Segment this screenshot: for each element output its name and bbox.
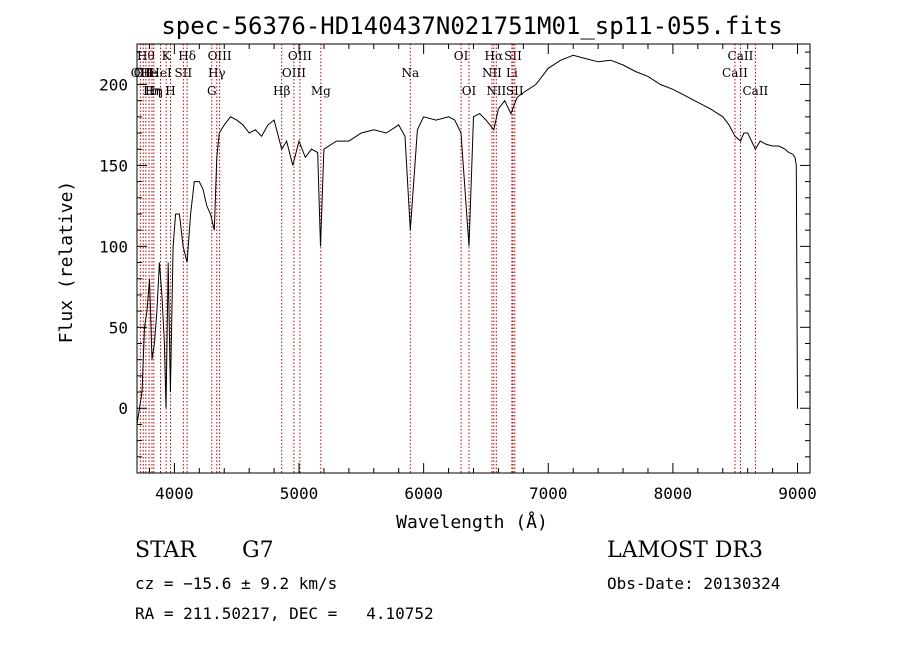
obs-date: Obs-Date: 20130324: [607, 574, 781, 593]
x-tick-label: 4000: [155, 484, 194, 503]
y-tick-label: 0: [118, 399, 128, 418]
object-class: STAR: [135, 538, 196, 563]
line-marker-label: Li: [506, 66, 518, 80]
line-marker-label: Na: [401, 66, 419, 80]
line-marker-label: Hγ: [208, 66, 226, 80]
line-marker-label: CaII: [728, 49, 754, 63]
line-marker-label: Hα: [485, 49, 504, 63]
y-tick-label: 50: [109, 318, 128, 337]
line-marker-label: Hη: [143, 84, 161, 98]
y-tick-label: 150: [99, 156, 128, 175]
line-marker-label: SII: [506, 84, 524, 98]
survey-label: LAMOST DR3: [607, 538, 763, 563]
x-tick-label: 8000: [654, 484, 693, 503]
line-marker-label: OIII: [208, 49, 232, 63]
line-marker-label: OIII: [282, 66, 306, 80]
line-marker-label: CaII: [722, 66, 748, 80]
line-marker-label: OIII: [288, 49, 312, 63]
chart-title: spec-56376-HD140437N021751M01_sp11-055.f…: [161, 12, 782, 40]
y-tick-label: 100: [99, 237, 128, 256]
spectral-subclass: G7: [242, 538, 274, 563]
x-tick-label: 9000: [778, 484, 817, 503]
x-tick-label: 6000: [404, 484, 443, 503]
coordinates-info: RA = 211.50217, DEC = 4.10752: [135, 604, 434, 623]
redshift-info: cz = −15.6 ± 9.2 km/s: [135, 574, 338, 593]
line-marker-label: K: [162, 49, 172, 63]
y-axis-label: Flux (relative): [56, 181, 77, 344]
line-marker-label: Hη: [145, 84, 163, 98]
line-marker-label: NII: [482, 66, 502, 80]
line-marker-label: NII: [486, 84, 506, 98]
line-marker-label: H: [165, 84, 175, 98]
spectrum-line: [136, 54, 799, 425]
line-marker-label: Hδ: [178, 49, 196, 63]
line-marker-label: CaII: [742, 84, 768, 98]
line-marker-label: SII: [175, 66, 193, 80]
x-tick-label: 7000: [529, 484, 568, 503]
line-marker-label: OI: [454, 49, 469, 63]
line-marker-label: OI: [462, 84, 477, 98]
emission-line-markers: OIIOIIHθHeHηHηHeIKHSIIHδGHγOIIIHβOIIIOII…: [131, 44, 769, 473]
line-marker-label: Hβ: [273, 84, 290, 98]
axis-ticks: 4000 5000 6000 7000 8000 9000 0 50 100 150 200: [99, 44, 817, 503]
x-axis-label: Wavelength (Å): [396, 511, 548, 533]
line-marker-label: OII: [134, 66, 154, 80]
line-marker-label: HeI: [149, 66, 172, 80]
line-marker-label: SII: [504, 49, 522, 63]
x-tick-label: 5000: [280, 484, 319, 503]
line-marker-label: Mg: [311, 84, 331, 98]
line-marker-label: G: [207, 84, 217, 98]
y-tick-label: 200: [99, 75, 128, 94]
